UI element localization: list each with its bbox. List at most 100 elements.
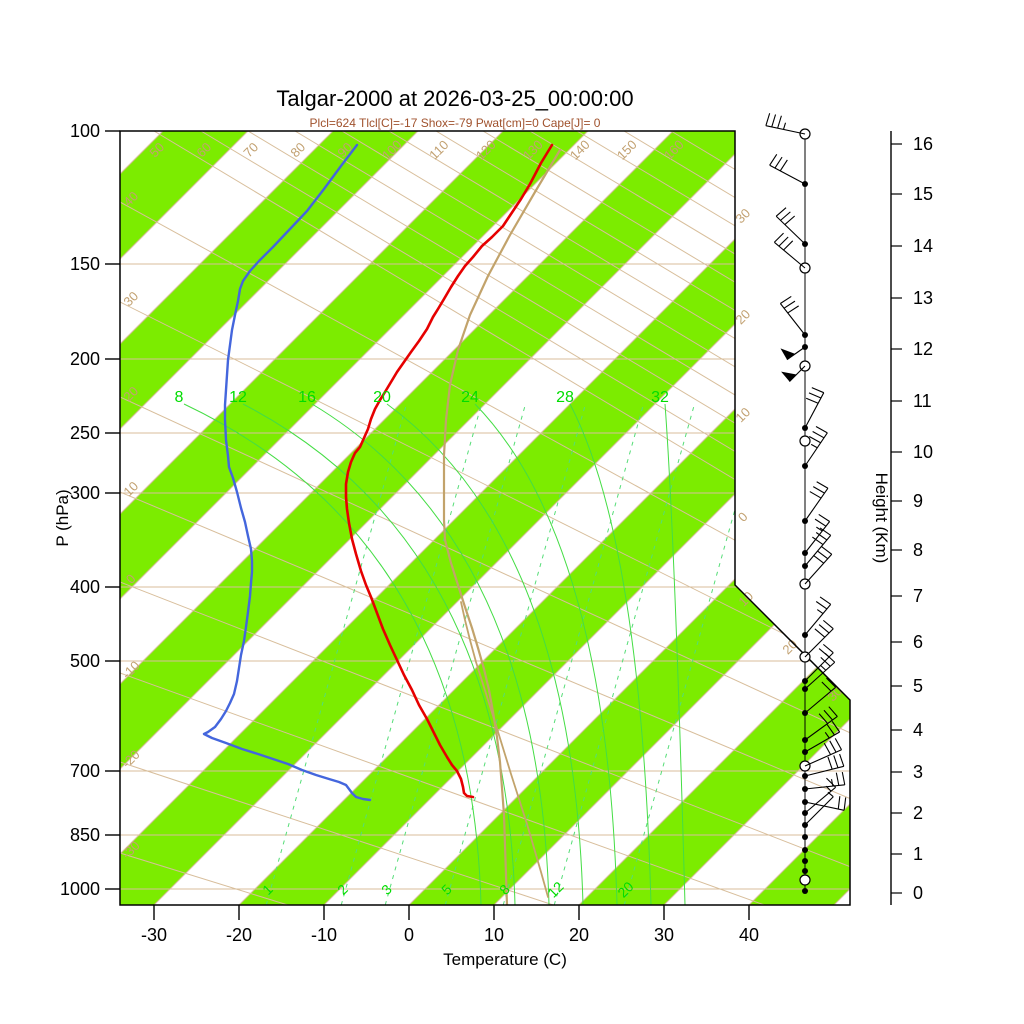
dry-adiabat-top-label: 80 <box>287 139 308 160</box>
wind-barb <box>799 738 843 772</box>
moist-adiabat-label: 24 <box>461 389 479 406</box>
wind-barb <box>802 721 841 755</box>
wind-barb <box>802 858 808 864</box>
barb-full-tick <box>813 554 825 564</box>
wind-barb <box>802 753 845 779</box>
barb-full-tick <box>834 738 843 750</box>
isotherm-line <box>120 131 504 905</box>
barb-full-tick <box>827 756 833 770</box>
pressure-tick-label: 200 <box>70 349 100 369</box>
dry-adiabat-top-label: 110 <box>426 137 451 162</box>
barb-full-tick <box>816 481 829 489</box>
wind-barb <box>802 677 837 716</box>
barb-full-tick <box>765 113 771 126</box>
barb-full-tick <box>826 724 835 736</box>
wind-barb <box>802 426 828 469</box>
dry-adiabat-line <box>247 131 850 882</box>
barb-staff <box>804 432 828 467</box>
barb-staff <box>804 731 840 753</box>
wind-barb <box>765 113 811 140</box>
temperature-tick-label: -20 <box>226 925 252 945</box>
dry-adiabat-line <box>120 852 850 905</box>
wind-barb <box>802 527 832 569</box>
isotherm-line <box>663 131 850 905</box>
moist-adiabat-label: 12 <box>229 389 247 406</box>
pressure-gridlines <box>120 263 850 890</box>
barb-staff <box>804 553 833 585</box>
barb-half-tick <box>816 609 824 615</box>
barb-full-tick <box>771 114 777 128</box>
barb-full-tick <box>818 713 829 724</box>
pressure-tick-label: 100 <box>70 121 100 141</box>
green-band <box>120 131 418 905</box>
height-tick-label: 9 <box>913 491 923 511</box>
dry-adiabat-line <box>294 131 850 882</box>
moist-adiabat-curve <box>569 403 652 905</box>
barb-staff <box>804 392 825 429</box>
barb-full-tick <box>831 721 841 733</box>
wind-barb <box>802 868 808 874</box>
barb-full-tick <box>779 159 788 172</box>
green-band <box>120 131 758 905</box>
barb-full-tick <box>773 232 784 243</box>
wind-barb-column <box>765 113 847 894</box>
height-tick-label: 13 <box>913 288 933 308</box>
wind-barb <box>802 847 808 853</box>
isotherm-line <box>120 131 589 905</box>
pressure-tick-label: 700 <box>70 761 100 781</box>
right-edge-line-label: 0 <box>735 509 751 525</box>
pressure-tick-label: 500 <box>70 651 100 671</box>
wind-barb <box>802 652 836 692</box>
barb-full-tick <box>780 211 791 221</box>
barb-full-tick <box>837 796 841 810</box>
barb-full-tick <box>808 392 822 399</box>
isotherm-line <box>120 131 674 905</box>
dry-adiabat-line <box>435 131 850 882</box>
barb-staff <box>804 487 829 522</box>
height-tick-label: 10 <box>913 442 933 462</box>
wind-barb <box>799 546 833 590</box>
moist-adiabat-curve <box>311 403 550 905</box>
barb-full-tick <box>780 295 792 304</box>
barb-staff <box>804 686 836 714</box>
barb-full-tick <box>815 601 828 610</box>
wind-barb <box>802 387 825 431</box>
chart-subtitle: Plcl=624 Tlcl[C]=-17 Shox=-79 Pwat[cm]=0… <box>310 116 601 130</box>
moist-adiabat-lines <box>183 403 686 905</box>
barb-staff <box>804 661 836 690</box>
barb-full-tick <box>812 486 825 494</box>
dry-adiabat-line <box>120 761 850 905</box>
sounding-curves <box>202 143 562 905</box>
station-dot <box>802 847 808 853</box>
barb-full-tick <box>775 207 787 217</box>
barb-full-tick <box>819 527 832 536</box>
dry-adiabat-left-label: 30 <box>120 288 141 309</box>
barb-full-tick <box>829 740 837 753</box>
barb-full-tick <box>809 491 822 499</box>
barb-full-tick <box>774 156 783 169</box>
plot-border <box>119 130 851 906</box>
barb-full-tick <box>787 305 799 314</box>
station-circle <box>799 874 811 886</box>
moist-adiabat-curve <box>242 403 516 905</box>
pressure-tick-label: 400 <box>70 577 100 597</box>
barb-half-tick <box>824 731 830 739</box>
isotherm-line <box>323 131 850 905</box>
mixing-ratio-line <box>502 403 645 905</box>
dry-adiabat-line <box>341 131 850 882</box>
barb-full-tick <box>823 709 833 721</box>
height-tick-label: 6 <box>913 632 923 652</box>
wind-barb <box>802 796 847 811</box>
barb-full-tick <box>815 426 828 434</box>
green-band <box>919 131 1024 905</box>
barb-full-tick <box>817 550 829 560</box>
height-tick-label: 16 <box>913 134 933 154</box>
barb-staff <box>774 241 806 269</box>
barb-full-tick <box>821 681 832 692</box>
barb-full-tick <box>824 652 836 663</box>
barb-half-tick <box>810 443 818 449</box>
mixing-ratio-line <box>384 403 527 905</box>
